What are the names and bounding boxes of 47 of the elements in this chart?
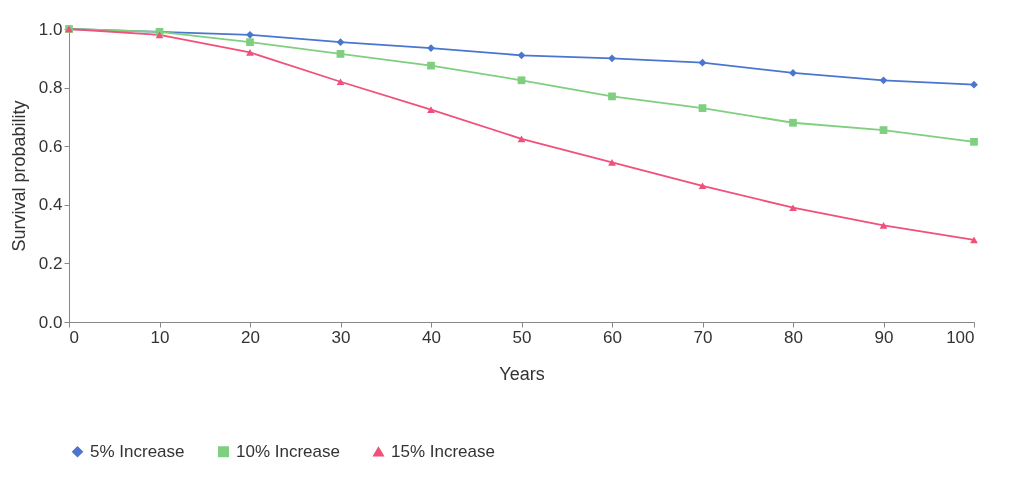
point [879,221,888,229]
y-tick-label: 0.0 [38,312,63,332]
x-tick-label: 30 [331,327,351,347]
point [427,106,435,113]
point [698,104,707,112]
point [517,76,526,85]
x-axis-title: Years [499,363,545,384]
legend-label: 15% Increase [391,441,495,461]
y-tick-label: 0.8 [38,78,63,98]
point [517,51,526,60]
y-tick-label: 0.2 [38,253,63,273]
point [789,118,797,127]
y-tick-label: 1.0 [38,19,63,39]
x-tick-label: 50 [512,327,532,347]
point [879,126,888,134]
y-axis-title: Survival probability [8,100,29,252]
x-tick-label: 80 [784,327,803,347]
point [698,182,707,190]
point [427,61,435,70]
x-tick-label: 90 [874,327,894,347]
point [608,158,616,166]
point [336,50,345,58]
legend-label: 10% Increase [236,441,340,461]
point [246,30,254,39]
x-tick-label: 40 [422,327,441,347]
x-tick-label: 70 [693,327,713,347]
point [336,78,345,86]
x-tick-label: 100 [946,327,975,347]
x-tick-label: 0 [69,327,79,347]
point [246,38,254,47]
point [789,204,797,212]
point [517,135,526,143]
x-tick-label: 20 [241,327,260,347]
legend-label: 5% Increase [90,441,185,461]
y-tick-label: 0.6 [38,136,63,156]
y-tick-label: 0.4 [38,195,63,215]
point [608,92,616,101]
x-tick-label: 60 [603,327,622,347]
point [336,38,345,47]
x-tick-label: 10 [150,327,170,347]
point [608,54,616,63]
point [970,80,978,89]
point [970,137,978,146]
point [970,236,978,244]
point [879,76,888,85]
point [246,49,254,56]
point [698,58,707,67]
